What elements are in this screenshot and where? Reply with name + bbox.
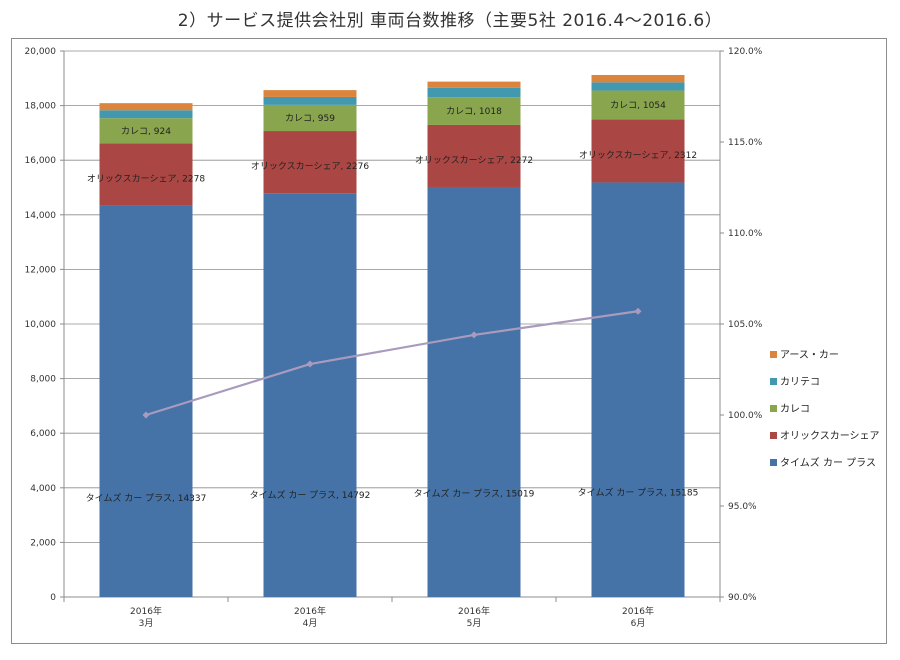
bar-segment [263, 131, 357, 194]
legend-swatch [770, 405, 777, 412]
bar-segment [427, 97, 521, 125]
bar-segment [427, 81, 521, 88]
y2-tick-label: 95.0% [728, 502, 757, 512]
y-tick-label: 2,000 [30, 538, 56, 548]
y-tick-label: 20,000 [25, 47, 57, 57]
growth-line-marker [634, 307, 642, 315]
x-tick-label: 6月 [631, 618, 646, 629]
legend-swatch [770, 351, 777, 358]
bar-segment [99, 205, 193, 597]
x-tick-label: 2016年 [622, 605, 654, 617]
bar-segment [263, 193, 357, 597]
y-tick-label: 0 [50, 593, 56, 603]
y-tick-label: 8,000 [30, 375, 56, 385]
data-label: タイムズ カー プラス, 14337 [86, 492, 207, 504]
bar-segment [591, 82, 685, 91]
data-label: タイムズ カー プラス, 15185 [578, 486, 699, 498]
bar-segment [427, 186, 521, 597]
y-tick-label: 10,000 [25, 320, 57, 330]
data-label: オリックスカーシェア, 2272 [415, 155, 533, 166]
y2-tick-label: 110.0% [728, 229, 763, 239]
growth-line [145, 310, 639, 417]
bar-segment [591, 182, 685, 597]
y-tick-label: 12,000 [25, 265, 57, 275]
x-tick-label: 2016年 [458, 605, 490, 617]
y2-tick-label: 120.0% [728, 47, 763, 57]
data-label: カレコ, 924 [121, 126, 171, 137]
growth-line-marker [306, 360, 314, 368]
data-label: オリックスカーシェア, 2276 [251, 161, 369, 172]
bar-segment [591, 74, 685, 83]
bar-segment [99, 103, 193, 111]
y-tick-label: 4,000 [30, 484, 56, 494]
bar-segment [263, 104, 357, 132]
legend-label: タイムズ カー プラス [780, 456, 876, 469]
bar-segment [99, 143, 193, 206]
data-label: カレコ, 959 [285, 113, 335, 124]
y-tick-label: 14,000 [25, 211, 57, 221]
y-tick-label: 6,000 [30, 429, 56, 439]
legend-swatch [770, 432, 777, 439]
y2-tick-label: 115.0% [728, 138, 763, 148]
x-tick-label: 5月 [467, 618, 482, 629]
data-label: オリックスカーシェア, 2278 [87, 174, 205, 185]
y-tick-label: 18,000 [25, 102, 57, 112]
x-tick-label: 3月 [139, 618, 154, 629]
data-label: オリックスカーシェア, 2312 [579, 150, 697, 161]
x-tick-label: 2016年 [294, 605, 326, 617]
bar-segment [591, 119, 685, 183]
chart-title: 2）サービス提供会社別 車両台数推移（主要5社 2016.4～2016.6） [177, 11, 723, 31]
growth-line-marker [470, 331, 478, 339]
legend-label: アース・カー [780, 349, 839, 361]
legend-label: オリックスカーシェア [780, 430, 880, 442]
bar-segment [427, 124, 521, 187]
bar-segment [99, 118, 193, 144]
data-label: タイムズ カー プラス, 15019 [414, 488, 535, 500]
x-tick-label: 4月 [303, 618, 318, 629]
legend-swatch [770, 378, 777, 385]
bar-segment [263, 90, 357, 97]
legend-swatch [770, 459, 777, 466]
legend-label: カレコ [780, 403, 810, 415]
bar-segment [427, 87, 521, 98]
legend-label: カリテコ [780, 376, 820, 388]
bar-segment [591, 90, 685, 120]
y-tick-label: 16,000 [25, 156, 57, 166]
data-label: タイムズ カー プラス, 14792 [250, 489, 371, 501]
bar-segment [99, 110, 193, 119]
data-label: カレコ, 1054 [610, 100, 666, 111]
y2-tick-label: 100.0% [728, 411, 763, 421]
y2-tick-label: 90.0% [728, 593, 757, 603]
growth-line-marker [142, 411, 150, 419]
y2-tick-label: 105.0% [728, 320, 763, 330]
x-tick-label: 2016年 [130, 605, 162, 617]
bar-segment [263, 96, 357, 105]
data-label: カレコ, 1018 [446, 106, 502, 117]
